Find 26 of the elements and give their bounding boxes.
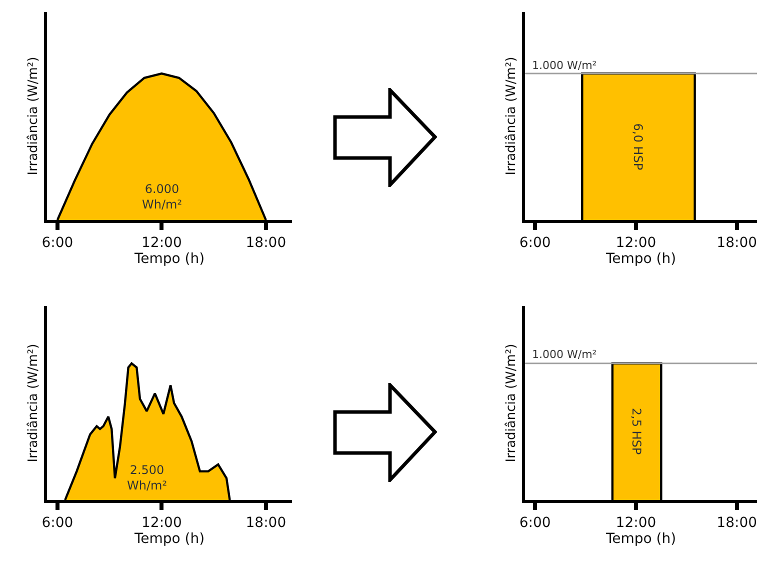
annotation: 6.000 Wh/m² — [142, 182, 182, 212]
x-tick-label: 12:00 — [142, 514, 182, 531]
x-tick-label: 18:00 — [246, 234, 286, 251]
y-axis-title: Irradiância (W/m²) — [504, 344, 519, 462]
annotation: 6,0 HSP — [631, 123, 646, 170]
x-tick-label: 18:00 — [716, 514, 758, 531]
x-tick-label: 12:00 — [142, 234, 182, 251]
annotation: 2.500 Wh/m² — [127, 463, 168, 493]
x-axis-title: Tempo (h) — [133, 250, 205, 267]
x-axis-title: Tempo (h) — [604, 530, 676, 547]
x-tick-label: 12:00 — [616, 514, 656, 531]
x-tick-label: 6:00 — [42, 514, 74, 531]
ref-line-label: 1.000 W/m² — [532, 59, 597, 72]
x-tick-label: 6:00 — [519, 234, 551, 251]
x-tick-label: 18:00 — [246, 514, 286, 531]
x-tick-label: 6:00 — [519, 514, 551, 531]
x-tick-label: 12:00 — [616, 234, 656, 251]
x-axis-title: Tempo (h) — [133, 530, 205, 547]
x-tick-label: 6:00 — [42, 234, 74, 251]
y-axis-title: Irradiância (W/m²) — [26, 56, 41, 176]
y-axis-title: Irradiância (W/m²) — [504, 56, 519, 176]
annotation: 2,5 HSP — [629, 408, 644, 455]
y-axis-title: Irradiância (W/m²) — [26, 344, 41, 462]
x-tick-label: 18:00 — [716, 234, 758, 251]
x-axis-title: Tempo (h) — [604, 250, 676, 267]
ref-line-label: 1.000 W/m² — [532, 348, 597, 361]
